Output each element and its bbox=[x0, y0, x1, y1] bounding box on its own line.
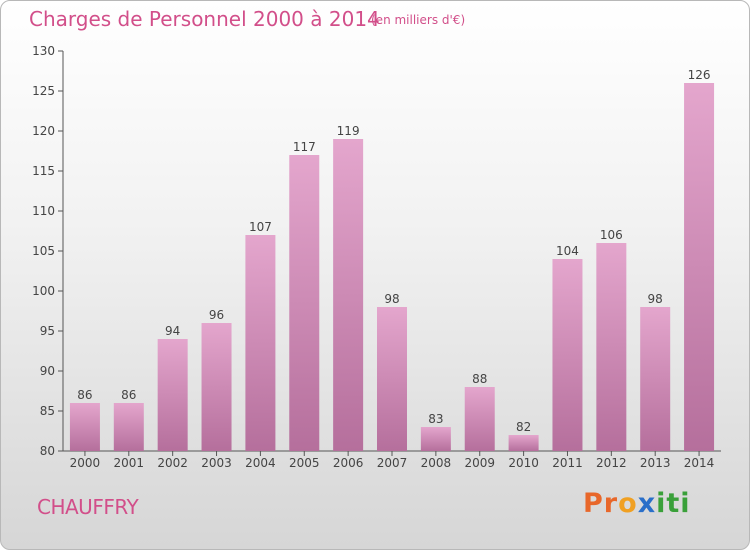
value-label-2012: 106 bbox=[600, 228, 623, 242]
value-label-2010: 82 bbox=[516, 420, 531, 434]
bar-2004 bbox=[245, 235, 276, 451]
x-tick-label-2008: 2008 bbox=[421, 456, 452, 470]
x-tick-label-2009: 2009 bbox=[464, 456, 495, 470]
bar-2012 bbox=[596, 243, 627, 451]
value-label-2007: 98 bbox=[384, 292, 399, 306]
value-label-2008: 83 bbox=[428, 412, 443, 426]
commune-name: CHAUFFRY bbox=[37, 495, 139, 519]
logo-letter: r bbox=[603, 488, 619, 519]
y-tick-label: 120 bbox=[32, 124, 55, 138]
bar-2010 bbox=[508, 435, 539, 451]
x-tick-label-2013: 2013 bbox=[640, 456, 671, 470]
logo-letter: t bbox=[666, 488, 681, 519]
logo-letter: P bbox=[583, 488, 604, 519]
logo-letter: i bbox=[656, 488, 667, 519]
proxiti-logo: Proxiti bbox=[583, 488, 691, 519]
bar-2014 bbox=[684, 83, 715, 451]
x-tick-label-2005: 2005 bbox=[289, 456, 320, 470]
value-label-2000: 86 bbox=[77, 388, 92, 402]
bar-2013 bbox=[640, 307, 671, 451]
value-label-2002: 94 bbox=[165, 324, 180, 338]
x-tick-label-2011: 2011 bbox=[552, 456, 583, 470]
y-tick-label: 90 bbox=[40, 364, 55, 378]
x-tick-label-2012: 2012 bbox=[596, 456, 627, 470]
y-tick-label: 85 bbox=[40, 404, 55, 418]
bar-2003 bbox=[201, 323, 232, 451]
x-tick-label-2002: 2002 bbox=[157, 456, 188, 470]
chart-title: Charges de Personnel 2000 à 2014 bbox=[29, 7, 380, 31]
logo-letter: i bbox=[680, 488, 691, 519]
x-tick-label-2007: 2007 bbox=[377, 456, 408, 470]
x-tick-label-2010: 2010 bbox=[508, 456, 539, 470]
value-label-2004: 107 bbox=[249, 220, 272, 234]
bar-2006 bbox=[333, 139, 364, 451]
x-tick-label-2000: 2000 bbox=[70, 456, 101, 470]
bar-2009 bbox=[464, 387, 495, 451]
y-tick-label: 125 bbox=[32, 84, 55, 98]
bar-2000 bbox=[69, 403, 100, 451]
bar-2011 bbox=[552, 259, 583, 451]
value-label-2003: 96 bbox=[209, 308, 224, 322]
x-tick-label-2006: 2006 bbox=[333, 456, 364, 470]
value-label-2001: 86 bbox=[121, 388, 136, 402]
y-tick-label: 80 bbox=[40, 444, 55, 458]
bar-2008 bbox=[420, 427, 451, 451]
x-tick-label-2001: 2001 bbox=[114, 456, 145, 470]
value-label-2011: 104 bbox=[556, 244, 579, 258]
logo-letter: o bbox=[618, 488, 638, 519]
bar-2001 bbox=[113, 403, 144, 451]
y-tick-label: 100 bbox=[32, 284, 55, 298]
logo-letter: x bbox=[637, 488, 657, 519]
value-label-2006: 119 bbox=[337, 124, 360, 138]
y-tick-label: 95 bbox=[40, 324, 55, 338]
value-label-2013: 98 bbox=[648, 292, 663, 306]
bar-2007 bbox=[377, 307, 407, 451]
value-label-2014: 126 bbox=[688, 68, 711, 82]
y-tick-label: 115 bbox=[32, 164, 55, 178]
chart-subtitle: (en milliers d'€) bbox=[371, 13, 466, 27]
y-tick-label: 105 bbox=[32, 244, 55, 258]
x-tick-label-2003: 2003 bbox=[201, 456, 232, 470]
bar-2005 bbox=[289, 155, 320, 451]
value-label-2005: 117 bbox=[293, 140, 316, 154]
y-tick-label: 110 bbox=[32, 204, 55, 218]
value-label-2009: 88 bbox=[472, 372, 487, 386]
x-tick-label-2014: 2014 bbox=[684, 456, 715, 470]
bar-2002 bbox=[157, 339, 188, 451]
y-tick-label: 130 bbox=[32, 44, 55, 58]
x-tick-label-2004: 2004 bbox=[245, 456, 276, 470]
